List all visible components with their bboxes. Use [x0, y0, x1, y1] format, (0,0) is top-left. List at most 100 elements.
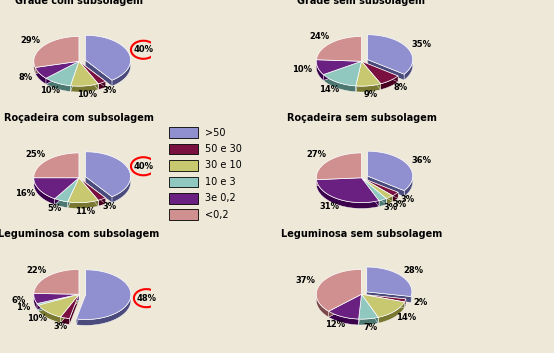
Polygon shape — [70, 61, 98, 86]
Polygon shape — [362, 178, 386, 204]
Polygon shape — [367, 35, 413, 74]
Title: Roçadeira com subsolagem: Roçadeira com subsolagem — [4, 113, 154, 123]
Text: 27%: 27% — [307, 150, 327, 160]
Polygon shape — [362, 178, 393, 202]
Text: 48%: 48% — [136, 294, 156, 303]
Polygon shape — [37, 294, 79, 305]
Polygon shape — [404, 176, 413, 197]
Polygon shape — [34, 269, 79, 294]
Polygon shape — [34, 153, 79, 178]
Text: 10%: 10% — [76, 90, 96, 99]
Polygon shape — [316, 294, 329, 317]
Polygon shape — [324, 74, 356, 92]
Polygon shape — [362, 178, 393, 199]
Bar — [169, 127, 198, 138]
Title: Grade com subsolagem: Grade com subsolagem — [15, 0, 143, 6]
Text: 40%: 40% — [134, 45, 153, 54]
Polygon shape — [112, 60, 131, 86]
Polygon shape — [79, 61, 105, 87]
Text: 25%: 25% — [25, 150, 46, 158]
Text: 40%: 40% — [134, 162, 153, 171]
Title: Grade sem subsolagem: Grade sem subsolagem — [297, 0, 425, 6]
Polygon shape — [367, 292, 411, 303]
Polygon shape — [76, 270, 131, 319]
Text: 24%: 24% — [310, 32, 330, 41]
Polygon shape — [411, 292, 412, 303]
Polygon shape — [60, 294, 79, 323]
Polygon shape — [358, 294, 378, 319]
Text: <0,2: <0,2 — [205, 210, 228, 220]
Text: 8%: 8% — [393, 83, 407, 92]
Polygon shape — [358, 294, 362, 325]
Polygon shape — [381, 76, 398, 90]
Polygon shape — [329, 294, 362, 317]
Polygon shape — [362, 294, 406, 302]
Bar — [169, 160, 198, 171]
Text: 35%: 35% — [412, 40, 432, 49]
Polygon shape — [316, 178, 362, 186]
Polygon shape — [362, 294, 378, 323]
Polygon shape — [362, 61, 381, 90]
Polygon shape — [85, 176, 112, 203]
Text: 1%: 1% — [16, 304, 30, 312]
Polygon shape — [329, 311, 358, 325]
Polygon shape — [46, 78, 70, 91]
Polygon shape — [55, 178, 79, 202]
Text: 10%: 10% — [39, 86, 60, 95]
Polygon shape — [70, 61, 79, 91]
Polygon shape — [362, 178, 386, 204]
Polygon shape — [393, 192, 398, 202]
Polygon shape — [316, 153, 362, 180]
Polygon shape — [362, 178, 379, 207]
Polygon shape — [79, 61, 98, 90]
Polygon shape — [316, 61, 324, 80]
Bar — [169, 176, 198, 187]
Polygon shape — [34, 36, 79, 67]
Polygon shape — [70, 84, 98, 92]
Polygon shape — [362, 178, 398, 198]
Bar — [169, 209, 198, 220]
Text: 37%: 37% — [296, 276, 315, 286]
Text: 29%: 29% — [20, 36, 41, 45]
Polygon shape — [79, 61, 105, 84]
Text: 3%: 3% — [53, 322, 67, 331]
Polygon shape — [362, 178, 398, 196]
Polygon shape — [55, 178, 79, 205]
Polygon shape — [362, 178, 379, 207]
Polygon shape — [38, 294, 79, 311]
Polygon shape — [34, 178, 79, 184]
Polygon shape — [98, 82, 105, 90]
Text: 31%: 31% — [320, 202, 340, 211]
Polygon shape — [324, 61, 362, 80]
Text: 10 e 3: 10 e 3 — [205, 177, 235, 187]
Text: 2%: 2% — [413, 298, 428, 307]
Text: 6%: 6% — [12, 295, 26, 305]
Polygon shape — [404, 299, 406, 308]
Polygon shape — [378, 302, 404, 323]
Polygon shape — [35, 61, 79, 78]
Polygon shape — [85, 152, 131, 197]
Text: 28%: 28% — [404, 266, 424, 275]
Polygon shape — [68, 200, 98, 209]
Polygon shape — [38, 294, 79, 317]
Text: 11%: 11% — [75, 207, 95, 216]
Polygon shape — [362, 294, 404, 317]
Title: Roçadeira sem subsolagem: Roçadeira sem subsolagem — [286, 113, 437, 123]
Text: 36%: 36% — [412, 156, 432, 165]
Polygon shape — [38, 294, 79, 311]
Text: 7%: 7% — [364, 323, 378, 332]
Polygon shape — [79, 178, 98, 206]
Polygon shape — [329, 294, 362, 317]
Polygon shape — [34, 61, 35, 73]
Polygon shape — [60, 317, 70, 324]
Polygon shape — [356, 61, 362, 92]
Polygon shape — [34, 178, 79, 184]
Polygon shape — [362, 61, 398, 84]
Polygon shape — [35, 67, 46, 84]
Text: 12%: 12% — [325, 320, 346, 329]
Polygon shape — [358, 317, 378, 325]
Polygon shape — [329, 294, 362, 319]
Polygon shape — [35, 61, 79, 73]
Text: 10%: 10% — [27, 314, 47, 323]
Polygon shape — [34, 294, 37, 310]
